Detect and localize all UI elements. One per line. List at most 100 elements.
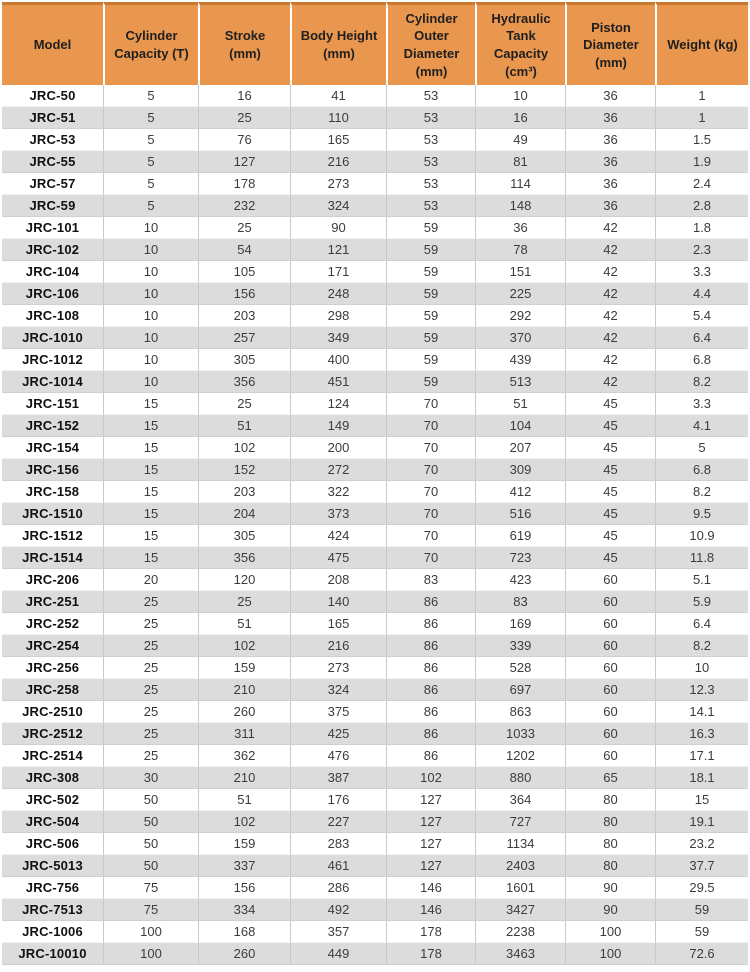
cell-model: JRC-5013 — [2, 855, 103, 877]
cell-body_height: 41 — [290, 85, 386, 107]
cell-piston_diameter: 45 — [565, 547, 655, 569]
cell-piston_diameter: 36 — [565, 85, 655, 107]
cell-cylinder_capacity: 25 — [103, 635, 198, 657]
cell-weight: 15 — [655, 789, 748, 811]
cell-cylinder_outer_diameter: 53 — [386, 129, 475, 151]
cell-stroke: 102 — [198, 437, 290, 459]
cell-cylinder_outer_diameter: 59 — [386, 261, 475, 283]
cell-cylinder_outer_diameter: 178 — [386, 921, 475, 943]
cell-cylinder_outer_diameter: 70 — [386, 525, 475, 547]
cell-cylinder_capacity: 5 — [103, 195, 198, 217]
cell-weight: 72.6 — [655, 943, 748, 965]
cell-cylinder_outer_diameter: 83 — [386, 569, 475, 591]
cell-cylinder_outer_diameter: 70 — [386, 437, 475, 459]
cell-stroke: 178 — [198, 173, 290, 195]
cell-body_height: 449 — [290, 943, 386, 965]
cell-model: JRC-256 — [2, 657, 103, 679]
cell-piston_diameter: 45 — [565, 481, 655, 503]
cell-piston_diameter: 65 — [565, 767, 655, 789]
cell-cylinder_outer_diameter: 86 — [386, 613, 475, 635]
table-row: JRC-57 5 178 273 53 114 36 2.4 — [2, 173, 748, 195]
cell-hydraulic_tank_capacity: 880 — [475, 767, 565, 789]
cell-piston_diameter: 42 — [565, 305, 655, 327]
table-row: JRC-53 5 76 165 53 49 36 1.5 — [2, 129, 748, 151]
cell-stroke: 25 — [198, 393, 290, 415]
cell-piston_diameter: 45 — [565, 459, 655, 481]
cell-hydraulic_tank_capacity: 364 — [475, 789, 565, 811]
cell-stroke: 257 — [198, 327, 290, 349]
cell-piston_diameter: 60 — [565, 723, 655, 745]
cell-hydraulic_tank_capacity: 225 — [475, 283, 565, 305]
cell-cylinder_capacity: 5 — [103, 173, 198, 195]
cell-model: JRC-756 — [2, 877, 103, 899]
cell-cylinder_outer_diameter: 59 — [386, 327, 475, 349]
cell-cylinder_outer_diameter: 59 — [386, 305, 475, 327]
cell-weight: 2.4 — [655, 173, 748, 195]
cell-weight: 14.1 — [655, 701, 748, 723]
cell-model: JRC-251 — [2, 591, 103, 613]
table-row: JRC-504 50 102 227 127 727 80 19.1 — [2, 811, 748, 833]
cell-body_height: 171 — [290, 261, 386, 283]
cell-piston_diameter: 80 — [565, 811, 655, 833]
cell-cylinder_outer_diameter: 127 — [386, 833, 475, 855]
table-row: JRC-101 10 25 90 59 36 42 1.8 — [2, 217, 748, 239]
cell-hydraulic_tank_capacity: 697 — [475, 679, 565, 701]
cell-piston_diameter: 36 — [565, 107, 655, 129]
cell-weight: 2.8 — [655, 195, 748, 217]
column-header-body_height: Body Height (mm) — [290, 2, 386, 85]
cell-cylinder_capacity: 75 — [103, 899, 198, 921]
cell-cylinder_outer_diameter: 70 — [386, 503, 475, 525]
cell-body_height: 373 — [290, 503, 386, 525]
cell-cylinder_capacity: 25 — [103, 657, 198, 679]
cell-stroke: 305 — [198, 349, 290, 371]
cell-stroke: 105 — [198, 261, 290, 283]
cell-cylinder_outer_diameter: 146 — [386, 899, 475, 921]
cell-cylinder_capacity: 25 — [103, 723, 198, 745]
column-header-piston_diameter: Piston Diameter (mm) — [565, 2, 655, 85]
cell-hydraulic_tank_capacity: 148 — [475, 195, 565, 217]
cell-hydraulic_tank_capacity: 370 — [475, 327, 565, 349]
cell-cylinder_capacity: 15 — [103, 547, 198, 569]
cell-body_height: 492 — [290, 899, 386, 921]
cell-hydraulic_tank_capacity: 78 — [475, 239, 565, 261]
table-row: JRC-10010 100 260 449 178 3463 100 72.6 — [2, 943, 748, 965]
cell-stroke: 203 — [198, 305, 290, 327]
cell-weight: 6.8 — [655, 459, 748, 481]
cell-model: JRC-102 — [2, 239, 103, 261]
cell-body_height: 272 — [290, 459, 386, 481]
cell-piston_diameter: 60 — [565, 591, 655, 613]
cell-cylinder_outer_diameter: 146 — [386, 877, 475, 899]
cell-stroke: 51 — [198, 415, 290, 437]
table-row: JRC-206 20 120 208 83 423 60 5.1 — [2, 569, 748, 591]
cell-weight: 6.8 — [655, 349, 748, 371]
cell-stroke: 260 — [198, 701, 290, 723]
cell-cylinder_outer_diameter: 53 — [386, 151, 475, 173]
cell-weight: 5.4 — [655, 305, 748, 327]
table-row: JRC-258 25 210 324 86 697 60 12.3 — [2, 679, 748, 701]
table-row: JRC-1012 10 305 400 59 439 42 6.8 — [2, 349, 748, 371]
cell-stroke: 159 — [198, 657, 290, 679]
cell-weight: 6.4 — [655, 327, 748, 349]
cell-body_height: 375 — [290, 701, 386, 723]
cell-body_height: 140 — [290, 591, 386, 613]
cell-hydraulic_tank_capacity: 516 — [475, 503, 565, 525]
cell-hydraulic_tank_capacity: 727 — [475, 811, 565, 833]
cell-cylinder_capacity: 25 — [103, 613, 198, 635]
cell-model: JRC-158 — [2, 481, 103, 503]
cell-cylinder_outer_diameter: 59 — [386, 371, 475, 393]
cell-hydraulic_tank_capacity: 104 — [475, 415, 565, 437]
cell-cylinder_outer_diameter: 178 — [386, 943, 475, 965]
cell-model: JRC-2510 — [2, 701, 103, 723]
cell-model: JRC-57 — [2, 173, 103, 195]
cell-weight: 4.1 — [655, 415, 748, 437]
cell-body_height: 387 — [290, 767, 386, 789]
cell-model: JRC-154 — [2, 437, 103, 459]
cell-body_height: 110 — [290, 107, 386, 129]
cell-cylinder_outer_diameter: 86 — [386, 745, 475, 767]
cell-cylinder_outer_diameter: 53 — [386, 173, 475, 195]
cell-piston_diameter: 60 — [565, 569, 655, 591]
table-row: JRC-2510 25 260 375 86 863 60 14.1 — [2, 701, 748, 723]
cell-body_height: 216 — [290, 635, 386, 657]
cell-model: JRC-2514 — [2, 745, 103, 767]
cell-body_height: 273 — [290, 173, 386, 195]
